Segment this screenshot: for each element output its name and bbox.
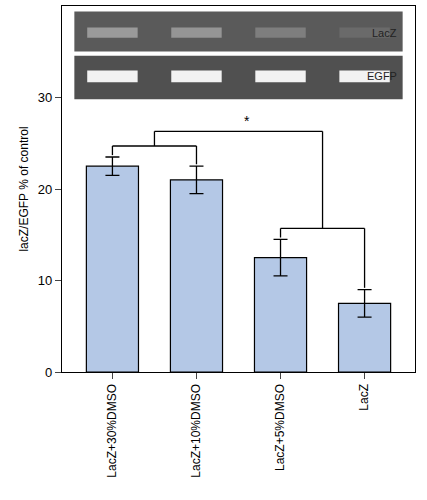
svg-text:LacZ: LacZ <box>372 27 397 39</box>
svg-text:LacZ+10%DMSO: LacZ+10%DMSO <box>189 384 203 478</box>
svg-text:LacZ: LacZ <box>357 384 371 411</box>
svg-text:0: 0 <box>45 365 52 380</box>
svg-text:20: 20 <box>38 182 52 197</box>
svg-text:lacZ/EGFP % of control: lacZ/EGFP % of control <box>17 126 31 251</box>
svg-text:EGFP: EGFP <box>367 70 397 82</box>
svg-text:30: 30 <box>38 90 52 105</box>
svg-text:10: 10 <box>38 273 52 288</box>
svg-text:LacZ+5%DMSO: LacZ+5%DMSO <box>273 384 287 471</box>
svg-text:*: * <box>244 113 250 129</box>
svg-text:LacZ+30%DMSO: LacZ+30%DMSO <box>105 384 119 478</box>
